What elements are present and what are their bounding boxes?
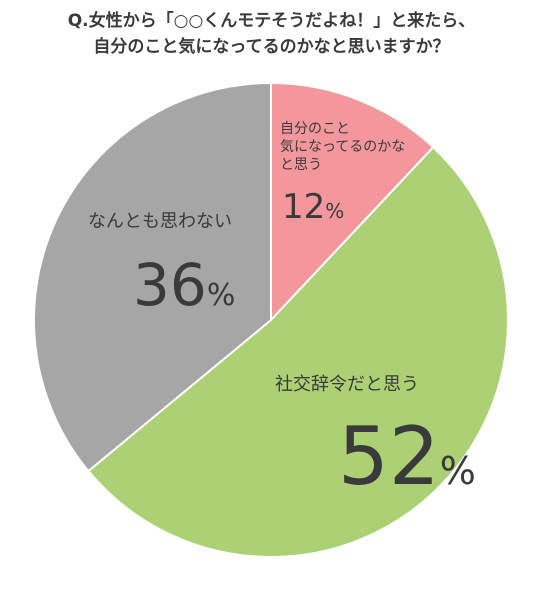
slice-value-3: 36% [133, 251, 235, 319]
slice-label-line: 自分のこと [280, 121, 350, 137]
slice-value-number: 36 [133, 251, 207, 319]
slice-value-unit: % [207, 278, 236, 313]
slice-label-3: なんとも思わない [88, 211, 232, 232]
slice-value-1: 12% [282, 187, 344, 227]
chart-title-line-1: Q.女性から「○○くんモテそうだよね！」と来たら、 [67, 11, 476, 31]
slice-label-line: なんとも思わない [88, 211, 232, 232]
slice-value-unit: % [440, 449, 476, 493]
pie-slice-1 [270, 81, 435, 323]
pie-slice-2 [86, 145, 509, 558]
slice-label-1: 自分のこと気になってるのかなと思う [280, 121, 405, 173]
slice-label-2: 社交辞令だと思う [275, 374, 419, 395]
slice-value-number: 52 [338, 410, 440, 503]
chart-title: Q.女性から「○○くんモテそうだよね！」と来たら、 自分のこと気になってるのかな… [0, 8, 543, 60]
slice-label-line: 気になってるのかな [280, 139, 405, 155]
slice-value-2: 52% [338, 410, 476, 503]
slice-value-unit: % [325, 199, 344, 223]
chart-title-line-2: 自分のこと気になってるのかなと思いますか？ [93, 37, 450, 57]
slice-value-number: 12 [282, 187, 325, 227]
slice-label-line: 社交辞令だと思う [275, 374, 419, 395]
slice-label-line: と思う [280, 157, 322, 173]
pie-slice-3 [33, 81, 272, 473]
